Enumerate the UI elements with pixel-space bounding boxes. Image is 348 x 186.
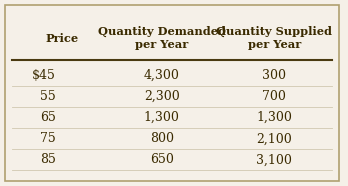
Text: 650: 650 bbox=[150, 153, 174, 166]
Text: 1,300: 1,300 bbox=[144, 111, 180, 124]
Text: 85: 85 bbox=[40, 153, 56, 166]
Text: 75: 75 bbox=[40, 132, 56, 145]
Text: 700: 700 bbox=[262, 90, 286, 103]
Text: Price: Price bbox=[46, 33, 79, 44]
Text: 800: 800 bbox=[150, 132, 174, 145]
Text: 65: 65 bbox=[40, 111, 56, 124]
Text: 300: 300 bbox=[262, 69, 286, 82]
Text: 2,100: 2,100 bbox=[256, 132, 292, 145]
Text: 1,300: 1,300 bbox=[256, 111, 292, 124]
Text: Quantity Demanded
per Year: Quantity Demanded per Year bbox=[98, 26, 226, 50]
Text: 4,300: 4,300 bbox=[144, 69, 180, 82]
Text: $45: $45 bbox=[32, 69, 56, 82]
Text: 55: 55 bbox=[40, 90, 56, 103]
Text: 2,300: 2,300 bbox=[144, 90, 180, 103]
Text: 3,100: 3,100 bbox=[256, 153, 292, 166]
Text: Quantity Supplied
per Year: Quantity Supplied per Year bbox=[216, 26, 332, 50]
